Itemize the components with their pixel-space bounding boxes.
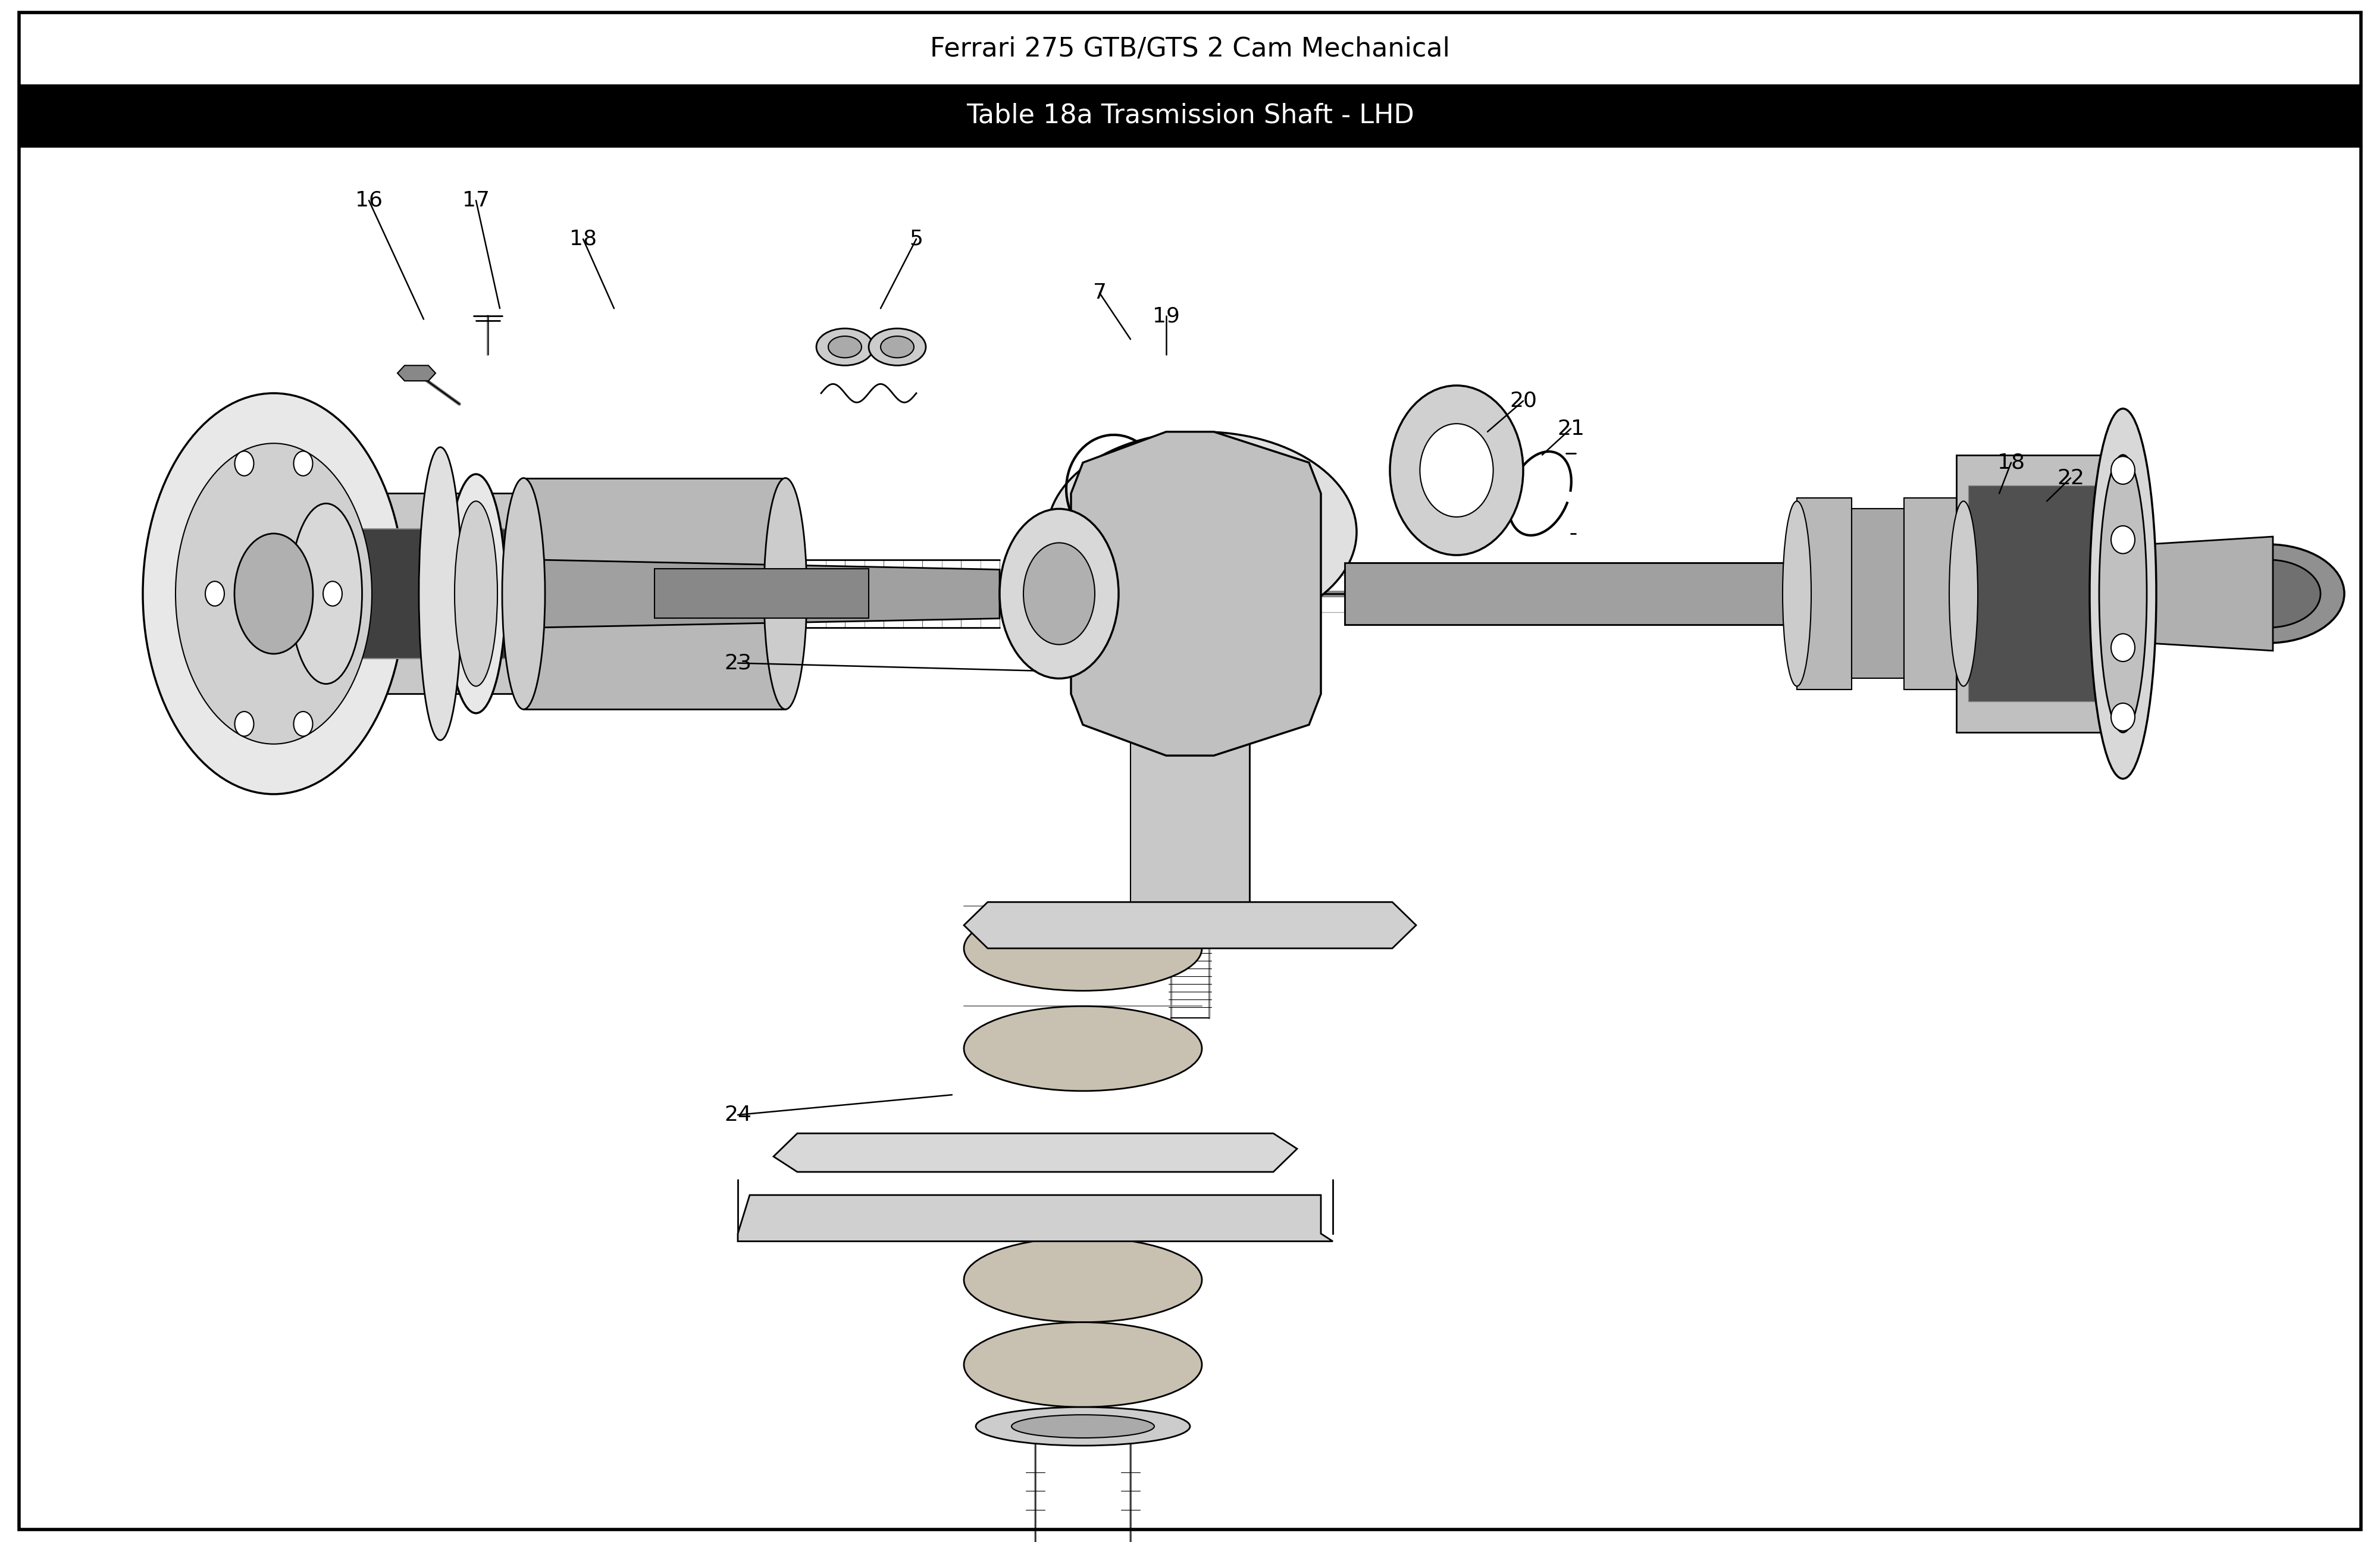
Circle shape [1109, 1050, 1142, 1072]
Polygon shape [1904, 498, 1956, 689]
Ellipse shape [293, 452, 312, 476]
Ellipse shape [455, 501, 497, 686]
Circle shape [1047, 432, 1357, 632]
Ellipse shape [764, 478, 807, 709]
Ellipse shape [419, 447, 462, 740]
Polygon shape [536, 560, 1000, 628]
Text: 18: 18 [1997, 452, 2025, 473]
Text: 23: 23 [724, 652, 752, 674]
Circle shape [1085, 456, 1319, 608]
Circle shape [1109, 1281, 1142, 1303]
Circle shape [1109, 1366, 1142, 1388]
Ellipse shape [1023, 543, 1095, 645]
Text: Table 18a Trasmission Shaft - LHD: Table 18a Trasmission Shaft - LHD [966, 103, 1414, 128]
Circle shape [1023, 925, 1057, 947]
Ellipse shape [502, 478, 545, 709]
Circle shape [1023, 1281, 1057, 1303]
Ellipse shape [964, 1237, 1202, 1323]
Ellipse shape [293, 711, 312, 736]
Ellipse shape [1390, 386, 1523, 555]
Ellipse shape [1783, 501, 1811, 686]
Ellipse shape [233, 534, 314, 654]
Ellipse shape [964, 1005, 1202, 1092]
Circle shape [1023, 1342, 1057, 1363]
Ellipse shape [324, 581, 343, 606]
Text: 5: 5 [909, 228, 923, 250]
Ellipse shape [964, 1323, 1202, 1406]
Circle shape [1023, 1366, 1057, 1388]
Ellipse shape [2090, 409, 2156, 779]
Text: 19: 19 [1152, 305, 1180, 327]
Ellipse shape [236, 452, 255, 476]
Ellipse shape [143, 393, 405, 794]
Text: 16: 16 [355, 190, 383, 211]
Circle shape [1023, 1025, 1057, 1047]
Ellipse shape [1000, 509, 1119, 678]
Circle shape [2192, 544, 2344, 643]
Circle shape [1023, 950, 1057, 971]
Circle shape [1109, 1257, 1142, 1278]
Bar [19, 85, 2361, 146]
Polygon shape [774, 1133, 1297, 1172]
Circle shape [1109, 925, 1142, 947]
Circle shape [869, 328, 926, 365]
Polygon shape [1130, 725, 1250, 933]
Polygon shape [1797, 498, 1852, 689]
Ellipse shape [290, 503, 362, 685]
Circle shape [1109, 950, 1142, 971]
Ellipse shape [1949, 501, 1978, 686]
Circle shape [881, 336, 914, 358]
Polygon shape [654, 569, 869, 618]
Ellipse shape [2111, 634, 2135, 662]
Ellipse shape [205, 581, 224, 606]
Circle shape [1023, 1050, 1057, 1072]
Ellipse shape [964, 907, 1202, 990]
Ellipse shape [236, 711, 255, 736]
Text: 22: 22 [2056, 467, 2085, 489]
Circle shape [1109, 1025, 1142, 1047]
Circle shape [1109, 1342, 1142, 1363]
Circle shape [828, 336, 862, 358]
Circle shape [1023, 1257, 1057, 1278]
Ellipse shape [2099, 455, 2147, 732]
Ellipse shape [176, 444, 371, 745]
Polygon shape [326, 529, 524, 658]
Polygon shape [1968, 486, 2106, 702]
Polygon shape [1345, 563, 1797, 625]
Text: 24: 24 [724, 1104, 752, 1126]
Polygon shape [2147, 537, 2273, 651]
Ellipse shape [2111, 526, 2135, 554]
Polygon shape [524, 478, 785, 709]
Text: 18: 18 [569, 228, 597, 250]
Polygon shape [964, 902, 1416, 948]
Text: 20: 20 [1509, 390, 1537, 412]
Ellipse shape [1012, 1416, 1154, 1437]
Polygon shape [738, 1195, 1333, 1241]
Ellipse shape [1421, 424, 1492, 517]
Text: Ferrari 275 GTB/GTS 2 Cam Mechanical: Ferrari 275 GTB/GTS 2 Cam Mechanical [931, 35, 1449, 62]
Polygon shape [1071, 432, 1321, 756]
Ellipse shape [447, 475, 505, 714]
Ellipse shape [976, 1406, 1190, 1446]
Circle shape [2216, 560, 2320, 628]
Polygon shape [326, 493, 536, 694]
Text: 17: 17 [462, 190, 490, 211]
Text: 7: 7 [1092, 282, 1107, 304]
Ellipse shape [2111, 456, 2135, 484]
Polygon shape [1956, 455, 2118, 732]
Circle shape [816, 328, 873, 365]
Polygon shape [397, 365, 436, 381]
Polygon shape [1852, 509, 1904, 678]
Text: 21: 21 [1557, 418, 1585, 439]
Ellipse shape [2111, 703, 2135, 731]
